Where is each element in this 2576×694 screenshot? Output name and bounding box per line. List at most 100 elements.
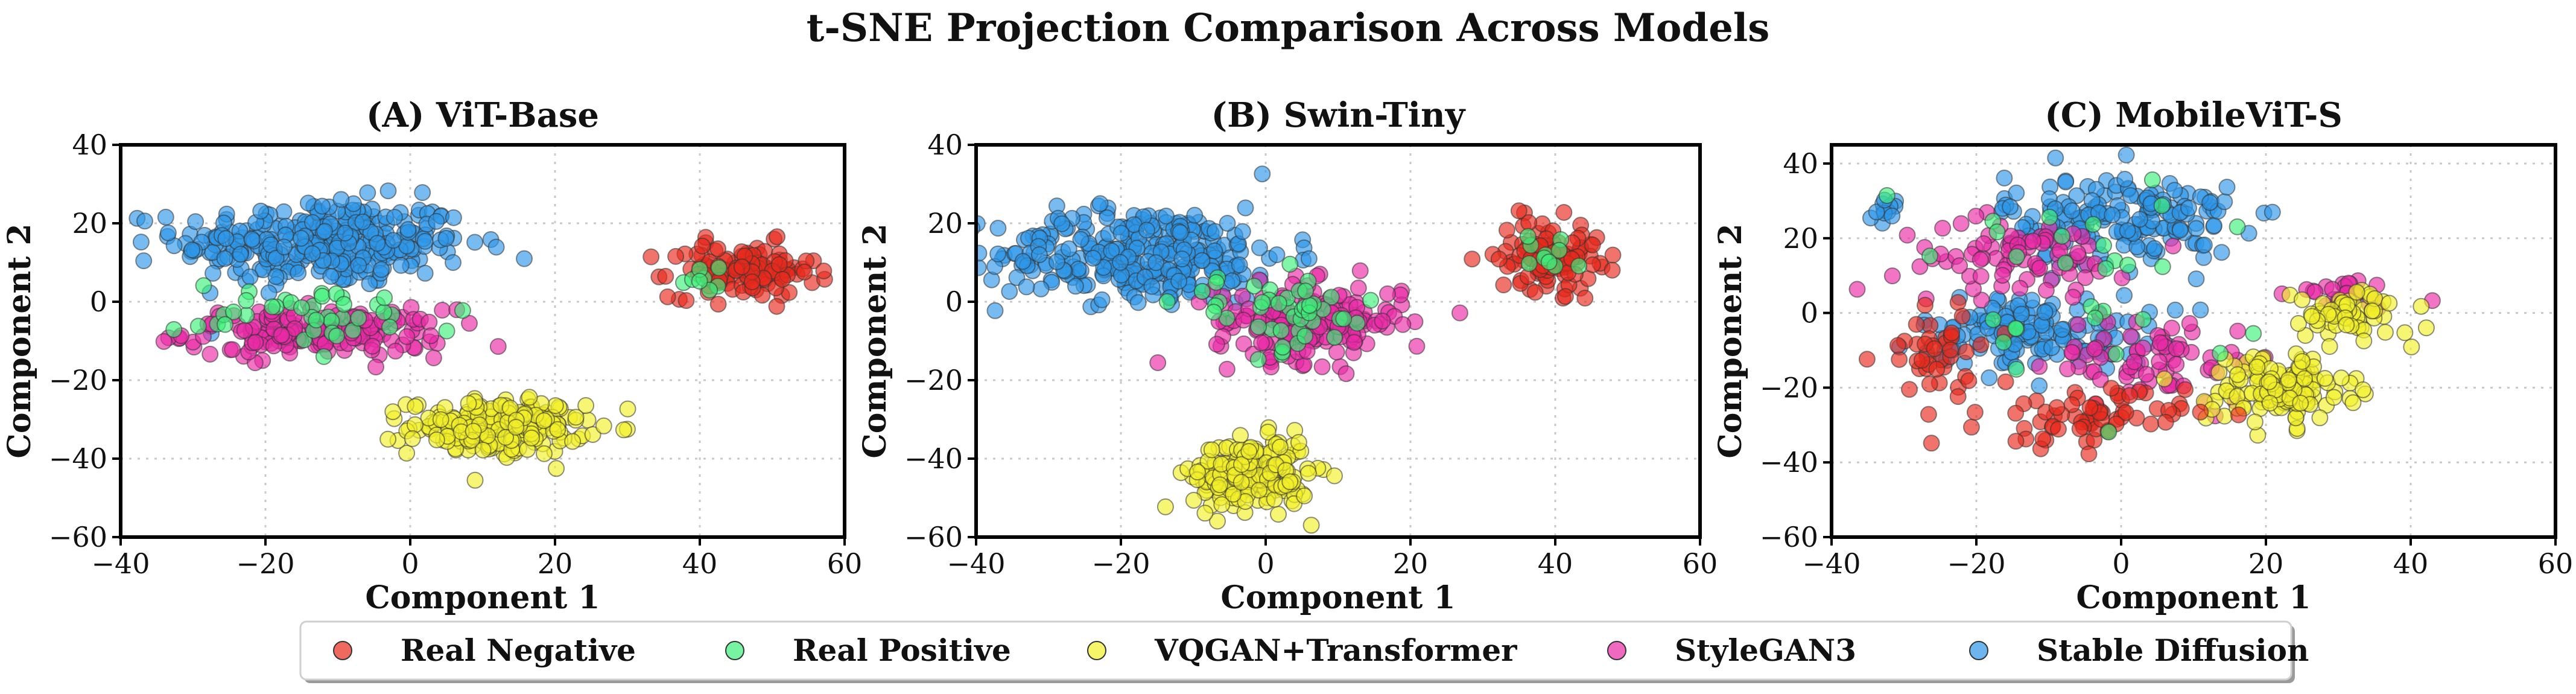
legend-label: StyleGAN3: [1675, 632, 1856, 668]
scatter-points: [942, 165, 1622, 534]
y-tick-label: −40: [904, 442, 963, 475]
scatter-point: [942, 250, 957, 266]
scatter-point: [466, 234, 484, 251]
scatter-point: [386, 209, 403, 226]
legend-entry: Stable Diffusion: [1969, 632, 2309, 668]
scatter-point: [406, 416, 424, 433]
scatter-point: [1920, 406, 1937, 423]
y-tick-label: −60: [49, 521, 107, 553]
x-tick-label: 20: [2248, 547, 2284, 580]
scatter-point: [2321, 338, 2338, 355]
scatter-point: [425, 349, 442, 366]
scatter-point: [507, 419, 525, 436]
scatter-point: [2354, 381, 2371, 398]
scatter-point: [1891, 351, 1908, 368]
scatter-point: [2168, 340, 2185, 357]
scatter-point: [373, 261, 390, 278]
scatter-point: [2008, 248, 2025, 266]
scatter-point: [615, 421, 632, 439]
scatter-point: [710, 259, 728, 276]
scatter-point: [398, 444, 416, 462]
x-tick-label: 40: [2393, 547, 2429, 580]
scatter-point: [1084, 249, 1102, 267]
scatter-point: [2294, 353, 2311, 370]
scatter-point: [1302, 517, 1320, 534]
scatter-point: [2364, 302, 2381, 320]
scatter-point: [1270, 294, 1287, 312]
scatter-point: [1112, 224, 1130, 242]
scatter-point: [314, 197, 331, 215]
scatter-point: [1189, 463, 1206, 481]
scatter-point: [2116, 171, 2134, 188]
scatter-point: [428, 431, 445, 448]
scatter-point: [1362, 291, 1379, 309]
scatter-point: [547, 397, 564, 415]
x-tick-label: 60: [1683, 547, 1718, 580]
axes-frame: [974, 143, 1702, 539]
scatter-point: [354, 213, 372, 231]
scatter-point: [1519, 228, 1537, 245]
scatter-point: [1981, 369, 1998, 386]
scatter-point: [2180, 199, 2197, 217]
scatter-point: [241, 268, 259, 285]
scatter-point: [536, 445, 553, 462]
scatter-point: [2201, 194, 2219, 211]
scatter-point: [2084, 215, 2102, 233]
scatter-point: [1067, 278, 1084, 295]
scatter-point: [155, 333, 173, 350]
scatter-point: [332, 191, 350, 208]
legend-entry: Real Negative: [333, 632, 636, 668]
scatter-point: [1234, 223, 1251, 240]
scatter-point: [2192, 301, 2209, 319]
scatter-point: [2063, 202, 2081, 220]
scatter-point: [2293, 291, 2311, 308]
scatter-point: [619, 400, 636, 418]
scatter-point: [535, 412, 553, 430]
scatter-point: [769, 228, 786, 246]
scatter-point: [1271, 438, 1289, 456]
scatter-point: [1237, 199, 1254, 217]
scatter-point: [2181, 315, 2198, 332]
scatter-point: [454, 302, 471, 319]
scatter-point: [2316, 370, 2333, 387]
scatter-point: [1883, 267, 1901, 285]
scatter-point: [201, 345, 219, 363]
x-tick-label: −40: [91, 547, 150, 580]
scatter-point: [1270, 506, 1287, 523]
scatter-point: [205, 264, 221, 282]
scatter-point: [2057, 255, 2074, 272]
scatter-point: [1053, 215, 1071, 232]
scatter-point: [1281, 473, 1299, 491]
scatter-point: [293, 229, 310, 247]
scatter-point: [2165, 237, 2182, 255]
scatter-point: [1223, 272, 1241, 290]
scatter-point: [1921, 375, 1938, 393]
scatter-point: [642, 248, 660, 266]
scatter-point: [1225, 485, 1242, 503]
scatter-point: [1911, 258, 1929, 275]
scatter-point: [2417, 319, 2435, 337]
y-axis-label: Component 2: [1712, 223, 1749, 458]
scatter-point: [381, 319, 398, 336]
scatter-point: [422, 327, 440, 345]
scatter-point: [1498, 221, 1515, 239]
scatter-point: [465, 422, 482, 440]
scatter-point: [1555, 204, 1573, 221]
scatter-point: [944, 252, 960, 267]
scatter-point: [1868, 203, 1885, 221]
scatter-point: [1326, 329, 1344, 346]
scatter-point: [2097, 260, 2114, 277]
scatter-point: [659, 288, 676, 305]
scatter-point: [2002, 198, 2019, 215]
scatter-point: [2246, 413, 2264, 431]
x-tick-label: 20: [538, 547, 573, 580]
scatter-point: [487, 238, 505, 256]
scatter-point: [384, 403, 402, 421]
scatter-point: [2037, 282, 2055, 299]
scatter-point: [1584, 236, 1601, 253]
scatter-point: [986, 302, 1004, 319]
scatter-point: [1951, 257, 1968, 275]
axes-frame: [119, 143, 846, 539]
scatter-point: [2213, 244, 2230, 261]
y-axis-label: Component 2: [857, 223, 893, 458]
